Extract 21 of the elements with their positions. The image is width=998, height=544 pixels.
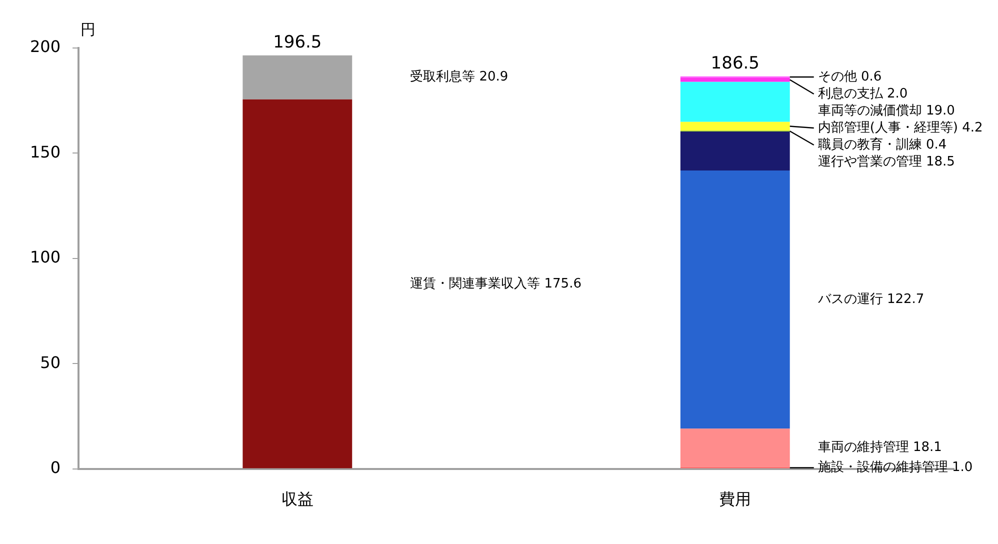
text: 利息の支払 2.0: [818, 86, 908, 102]
text: 受取利息等 20.9: [410, 70, 508, 85]
total-label: 196.5: [273, 32, 322, 52]
text: 運行や営業の管理 18.5: [818, 154, 955, 170]
text: 内部管理(人事・経理等) 4.2: [818, 120, 983, 136]
y-tick-label: 100: [30, 248, 61, 267]
x-tick-label: 収益: [281, 490, 314, 509]
x-tick-label: 費用: [719, 490, 752, 509]
y-tick-label: 200: [30, 37, 61, 56]
total-label: 186.5: [710, 53, 760, 74]
y-axis-title: 円: [80, 20, 96, 38]
y-tick-label: 0: [50, 458, 61, 477]
text: その他 0.6: [818, 69, 882, 84]
text: 施設・設備の維持管理 1.0: [818, 460, 973, 476]
y-tick-label: 150: [30, 142, 61, 162]
text: 運賃・関連事業収入等 175.6: [410, 276, 582, 292]
y-tick-label: 50: [40, 352, 61, 372]
text: 職員の教育・訓練 0.4: [818, 137, 947, 152]
text: 車両等の減価償却 19.0: [818, 103, 955, 118]
text: バスの運行 122.7: [818, 292, 924, 307]
text: 車両の維持管理 18.1: [818, 440, 942, 456]
